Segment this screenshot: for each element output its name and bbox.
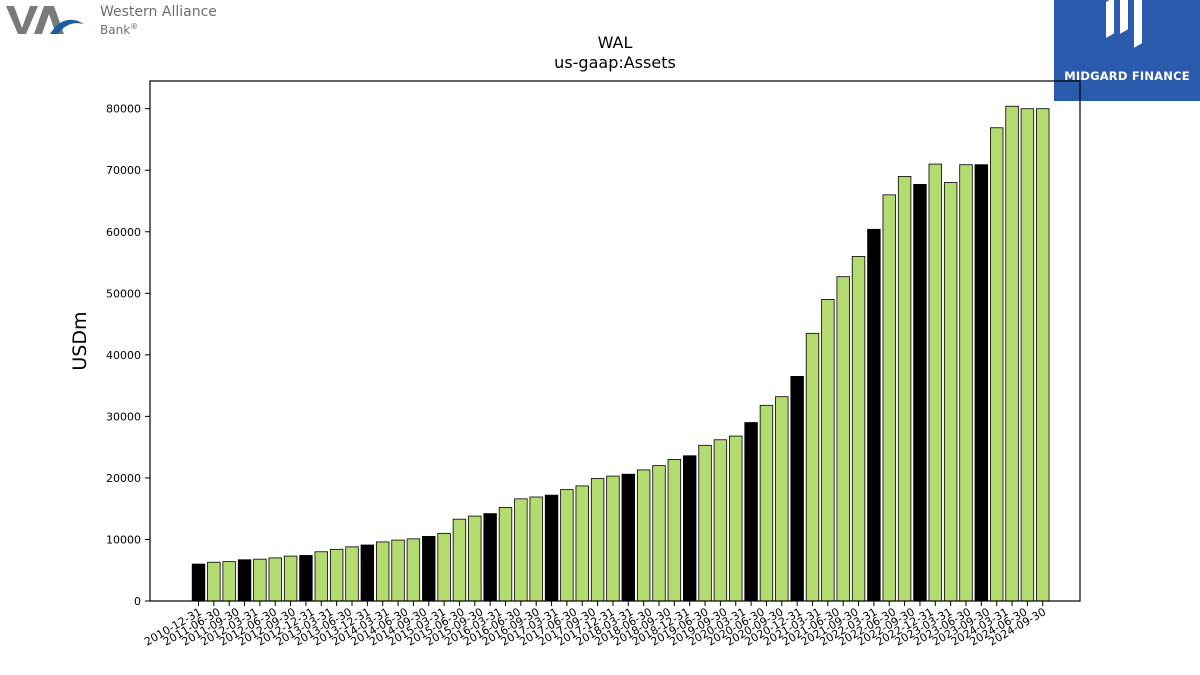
bar-2018-12-31 [683,455,697,602]
bar-2023-03-31 [943,182,958,602]
y-tick-label: 20000 [106,472,141,485]
wa-logo-mark-icon [6,6,84,34]
y-axis-label: USDm [69,311,91,370]
western-alliance-logo: Western Alliance Bank® [4,4,244,38]
bar-2015-06-30 [468,515,482,602]
bar-2019-12-31 [744,422,758,602]
bar-2016-09-30 [544,494,559,602]
bar-2013-09-30 [360,544,375,602]
plot-frame [149,80,1081,602]
logo-registered-mark: ® [130,22,139,31]
bar-2018-09-30 [667,459,682,602]
bars-group [191,105,1050,602]
bar-2010-12-31 [191,563,206,602]
bar-2022-09-30 [913,183,927,602]
bar-2018-06-30 [652,465,666,602]
bar-2022-06-30 [897,175,912,602]
bar-2017-12-31 [621,473,636,602]
logo-line2: Bank® [100,22,138,37]
bar-2019-06-30 [713,439,728,602]
bar-2015-12-31 [498,507,513,602]
bar-2018-03-31 [636,469,651,602]
bar-2022-12-31 [928,163,943,602]
y-tick-label: 10000 [106,533,141,546]
chart-title: WAL [598,33,633,52]
bar-2020-03-31 [759,404,774,602]
bar-2021-06-30 [836,276,850,602]
chart-subtitle: us-gaap:Assets [554,53,676,72]
y-tick-label: 40000 [106,349,141,362]
logo-line1: Western Alliance [100,4,217,20]
y-axis: 0 10000 20000 30000 40000 50000 60000 70000 8000… [106,103,150,608]
bar-2019-09-30 [729,435,743,602]
bar-2020-12-31 [805,332,820,602]
y-tick-label: 70000 [106,164,141,177]
bar-2023-09-30 [974,164,989,602]
y-tick-label: 50000 [106,287,141,300]
bar-2020-09-30 [790,375,804,602]
y-tick-label: 60000 [106,226,141,239]
bar-2024-03-31 [1005,105,1019,602]
bar-2011-09-30 [237,559,252,602]
midgard-finance-label: MIDGARD FINANCE [1064,69,1190,83]
bar-2017-06-30 [590,478,605,602]
bar-2023-12-31 [990,127,1004,602]
bar-2021-09-30 [851,255,866,602]
bar-2021-03-31 [821,299,835,602]
bar-2015-03-31 [452,518,467,602]
bar-2023-06-30 [959,164,973,602]
bar-2019-03-31 [698,444,712,602]
x-axis: 2010-12-312011-06-302011-09-302012-03-31… [142,601,1048,649]
bar-2024-09-30 [1036,108,1050,602]
bar-2016-12-31 [560,489,574,602]
bar-2014-03-31 [391,539,405,602]
bar-2013-06-30 [345,546,359,602]
y-tick-label: 0 [134,595,141,608]
bar-2020-06-30 [775,396,789,602]
bar-2011-12-31 [253,558,267,602]
bar-2012-12-31 [314,551,329,602]
bar-2012-06-30 [283,555,298,602]
bar-2013-03-31 [329,548,344,602]
bar-2012-09-30 [299,555,313,602]
bar-2013-12-31 [375,541,390,602]
bar-2022-03-31 [882,194,896,602]
bar-2012-03-31 [268,557,282,602]
bar-2016-03-31 [514,498,528,602]
bar-2015-09-30 [483,513,497,602]
bar-2014-09-30 [422,535,436,602]
bar-2017-09-30 [606,475,620,602]
bar-2011-06-30 [222,561,236,602]
midgard-finance-logo: MIDGARD FINANCE [1054,0,1200,101]
midgard-mark-icon [1106,0,1142,48]
bar-2024-06-30 [1020,108,1035,602]
y-tick-label: 30000 [106,410,141,423]
bar-2014-06-30 [406,538,421,602]
y-tick-label: 80000 [106,103,141,116]
bar-2011-03-31 [207,561,221,602]
logo-line2-text: Bank [100,23,131,37]
bar-2014-12-31 [437,532,451,602]
bar-2016-06-30 [529,496,543,602]
bar-2017-03-31 [575,485,589,602]
bar-2021-12-31 [867,228,881,602]
